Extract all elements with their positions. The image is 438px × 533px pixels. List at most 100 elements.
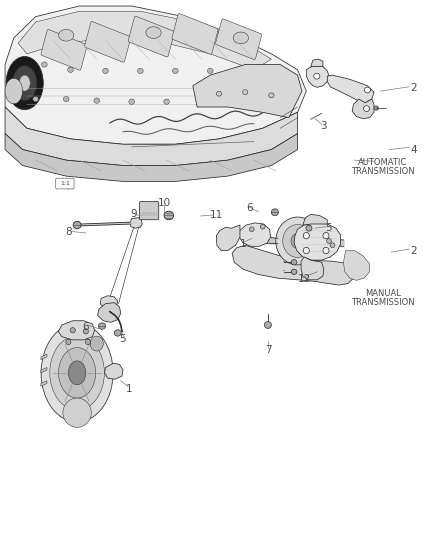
- Ellipse shape: [129, 99, 134, 104]
- Polygon shape: [5, 107, 297, 165]
- Text: 3: 3: [321, 120, 327, 131]
- Ellipse shape: [364, 87, 371, 93]
- Text: AUTOMATIC: AUTOMATIC: [358, 158, 407, 167]
- Ellipse shape: [243, 90, 248, 94]
- Text: 6: 6: [246, 203, 253, 213]
- Polygon shape: [100, 296, 118, 309]
- Ellipse shape: [64, 96, 69, 102]
- Text: 5: 5: [325, 223, 332, 233]
- Ellipse shape: [59, 348, 95, 398]
- Ellipse shape: [291, 260, 297, 265]
- Ellipse shape: [242, 71, 248, 77]
- Ellipse shape: [50, 336, 104, 410]
- Ellipse shape: [164, 211, 173, 220]
- Ellipse shape: [70, 328, 75, 333]
- Text: TRANSMISSION: TRANSMISSION: [351, 297, 414, 306]
- Polygon shape: [105, 364, 123, 379]
- Ellipse shape: [102, 68, 108, 74]
- Ellipse shape: [303, 232, 309, 239]
- Ellipse shape: [303, 247, 309, 254]
- Polygon shape: [130, 217, 142, 228]
- Ellipse shape: [268, 102, 274, 108]
- Ellipse shape: [323, 247, 329, 254]
- Ellipse shape: [33, 96, 39, 102]
- Text: 12: 12: [297, 274, 311, 284]
- Ellipse shape: [41, 324, 113, 422]
- Ellipse shape: [330, 243, 335, 248]
- Ellipse shape: [68, 361, 86, 385]
- Ellipse shape: [85, 340, 91, 345]
- Text: MANUAL: MANUAL: [365, 288, 401, 297]
- Ellipse shape: [13, 66, 37, 100]
- Polygon shape: [343, 251, 370, 280]
- Ellipse shape: [283, 224, 312, 257]
- Ellipse shape: [272, 209, 279, 216]
- Polygon shape: [301, 257, 324, 280]
- Text: 8: 8: [65, 227, 72, 237]
- Ellipse shape: [265, 321, 272, 328]
- Ellipse shape: [314, 73, 320, 79]
- Ellipse shape: [249, 227, 254, 232]
- Text: 5: 5: [120, 334, 126, 344]
- Ellipse shape: [276, 217, 319, 265]
- Polygon shape: [303, 214, 327, 225]
- Polygon shape: [41, 368, 47, 373]
- Ellipse shape: [6, 56, 43, 110]
- Ellipse shape: [99, 323, 106, 329]
- Ellipse shape: [364, 106, 370, 111]
- Ellipse shape: [208, 68, 213, 74]
- Polygon shape: [98, 303, 121, 322]
- Ellipse shape: [66, 340, 71, 345]
- Ellipse shape: [233, 100, 239, 106]
- Ellipse shape: [291, 233, 304, 248]
- Text: 7: 7: [265, 345, 272, 356]
- Ellipse shape: [173, 68, 178, 74]
- Ellipse shape: [291, 269, 297, 274]
- Polygon shape: [216, 225, 240, 251]
- FancyBboxPatch shape: [172, 13, 218, 54]
- Ellipse shape: [42, 62, 47, 67]
- Text: 4: 4: [410, 144, 417, 155]
- FancyBboxPatch shape: [215, 19, 262, 60]
- Ellipse shape: [327, 239, 332, 244]
- Text: 2: 2: [410, 246, 417, 255]
- Polygon shape: [352, 99, 374, 119]
- Ellipse shape: [59, 29, 74, 41]
- FancyBboxPatch shape: [56, 178, 74, 189]
- Ellipse shape: [114, 330, 121, 336]
- Text: 9: 9: [131, 209, 137, 220]
- Text: 11: 11: [210, 211, 223, 221]
- Ellipse shape: [199, 99, 205, 104]
- Ellipse shape: [374, 106, 378, 110]
- Ellipse shape: [73, 221, 81, 229]
- Ellipse shape: [94, 98, 99, 103]
- Ellipse shape: [5, 78, 22, 104]
- Text: 10: 10: [158, 198, 171, 208]
- Ellipse shape: [323, 232, 329, 239]
- Text: 1:1: 1:1: [60, 181, 70, 186]
- Polygon shape: [58, 321, 95, 340]
- Ellipse shape: [269, 93, 274, 98]
- Polygon shape: [239, 223, 271, 246]
- Polygon shape: [311, 59, 323, 67]
- Polygon shape: [193, 64, 302, 118]
- Ellipse shape: [138, 68, 143, 74]
- Text: 2: 2: [410, 83, 417, 93]
- Ellipse shape: [233, 32, 248, 44]
- Ellipse shape: [273, 75, 279, 80]
- Text: TRANSMISSION: TRANSMISSION: [351, 167, 414, 176]
- Ellipse shape: [146, 27, 161, 38]
- Ellipse shape: [260, 224, 265, 229]
- FancyBboxPatch shape: [128, 16, 174, 57]
- Ellipse shape: [19, 75, 30, 91]
- Text: 1: 1: [126, 384, 133, 394]
- Ellipse shape: [216, 91, 222, 96]
- Ellipse shape: [164, 99, 170, 104]
- Polygon shape: [306, 66, 329, 87]
- Polygon shape: [41, 381, 47, 386]
- Ellipse shape: [83, 329, 88, 334]
- Ellipse shape: [68, 67, 74, 72]
- Ellipse shape: [90, 336, 103, 351]
- FancyBboxPatch shape: [85, 21, 131, 62]
- Polygon shape: [232, 245, 354, 285]
